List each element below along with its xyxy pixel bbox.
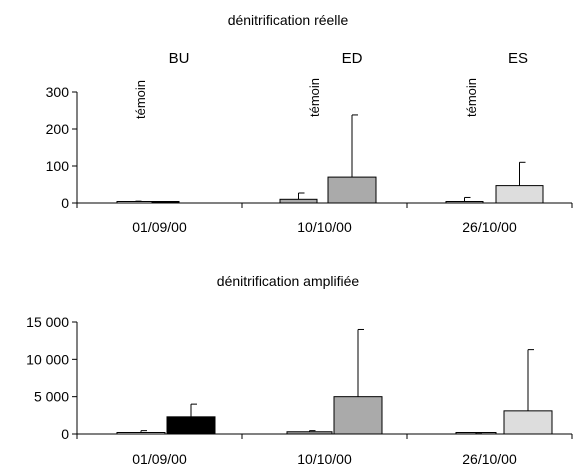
control-label-bu: témoin	[133, 80, 148, 119]
x-tick-label: 01/09/00	[132, 219, 187, 235]
group-label-es: ES	[508, 50, 528, 67]
y-tick-label: 300	[46, 84, 70, 100]
x-tick-label: 26/10/00	[462, 219, 517, 235]
chart-denitrification-reelle: dénitrification réelle BU ED ES témoin t…	[46, 12, 573, 235]
bar	[116, 201, 155, 204]
group-label-bu: BU	[169, 50, 190, 67]
y-tick-label: 200	[46, 121, 70, 137]
chart-title: dénitrification amplifiée	[217, 273, 360, 289]
bar	[279, 198, 318, 204]
bar	[327, 176, 377, 204]
control-label-es: témoin	[464, 78, 479, 117]
bar	[166, 416, 216, 435]
group-label-ed: ED	[342, 50, 363, 67]
y-tick-label: 5 000	[34, 389, 69, 405]
bar	[445, 201, 484, 204]
bar	[116, 432, 166, 435]
chart-title: dénitrification réelle	[228, 12, 349, 28]
y-tick-label: 15 000	[26, 314, 69, 330]
y-tick-label: 0	[61, 426, 69, 442]
y-tick-label: 100	[46, 158, 70, 174]
x-tick-label: 10/10/00	[297, 219, 352, 235]
bar	[495, 185, 544, 204]
bar	[286, 431, 333, 435]
x-tick-label: 01/09/00	[132, 451, 187, 467]
chart-denitrification-amplifiee: dénitrification amplifiée 0 5 000 10 000 15…	[26, 273, 573, 467]
y-tick-label: 0	[61, 195, 69, 211]
x-tick-label: 26/10/00	[462, 451, 517, 467]
control-label-ed: témoin	[307, 78, 322, 117]
x-tick-label: 10/10/00	[297, 451, 352, 467]
y-tick-label: 10 000	[26, 351, 69, 367]
bar	[333, 396, 383, 435]
bar	[503, 410, 553, 435]
